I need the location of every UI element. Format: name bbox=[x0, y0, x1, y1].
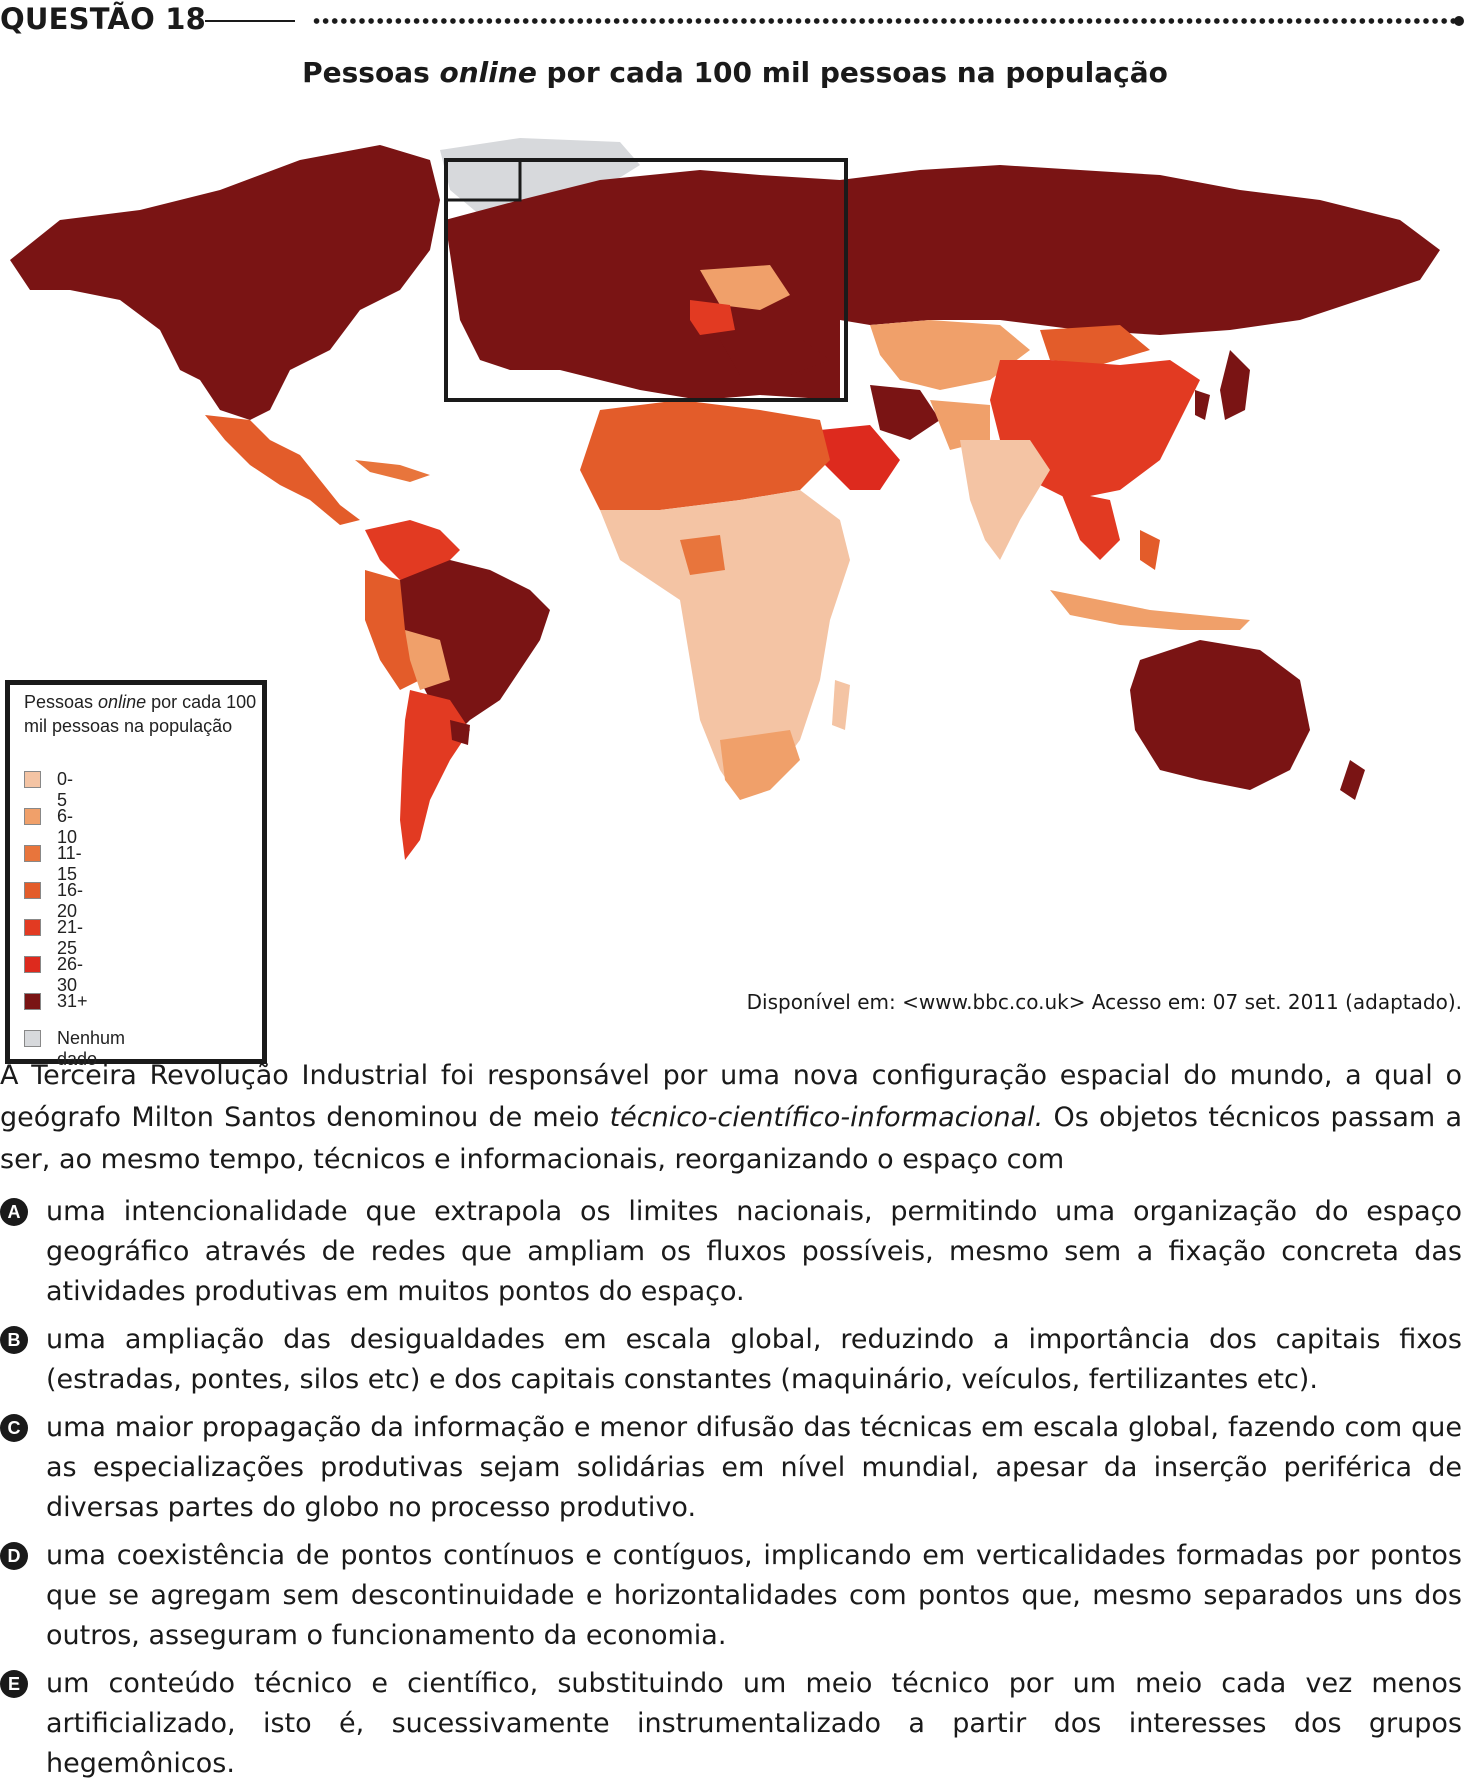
map-region-afghanistan-pakistan bbox=[930, 400, 990, 450]
map-region-argentina bbox=[400, 690, 470, 860]
map-region-korea bbox=[1195, 390, 1210, 420]
map-title: Pessoas online por cada 100 mil pessoas … bbox=[302, 56, 1168, 89]
legend-label: 26-30 bbox=[57, 954, 84, 995]
option-e-badge[interactable]: E bbox=[0, 1670, 28, 1698]
map-region-central-asia bbox=[870, 320, 1030, 390]
legend-label: 21-25 bbox=[57, 917, 84, 958]
map-region-brazil bbox=[395, 560, 550, 740]
map-region-nigeria bbox=[680, 535, 725, 575]
map-region-mongolia bbox=[1040, 325, 1150, 365]
header-end-dot bbox=[1454, 16, 1464, 26]
map-region-australia bbox=[1130, 640, 1310, 790]
map-region-caribbean bbox=[355, 460, 430, 482]
map-region-north-africa bbox=[580, 400, 830, 510]
map-region-madagascar bbox=[832, 680, 850, 730]
map-region-southeast-asia bbox=[1060, 490, 1120, 560]
map-region-romania bbox=[690, 300, 735, 335]
map-region-russia bbox=[840, 165, 1440, 335]
option-c-text: uma maior propagação da informação e men… bbox=[46, 1412, 1462, 1523]
legend-label: 0-5 bbox=[57, 769, 74, 810]
map-region-uruguay bbox=[450, 720, 470, 745]
map-source: Disponível em: <www.bbc.co.uk> Acesso em… bbox=[746, 990, 1462, 1014]
legend-swatch bbox=[24, 919, 41, 936]
option-d-text: uma coexistência de pontos contínuos e c… bbox=[46, 1540, 1462, 1651]
option-a-text: uma intencionalidade que extrapola os li… bbox=[46, 1196, 1462, 1307]
map-region-turkey bbox=[720, 338, 830, 375]
legend-swatch bbox=[24, 808, 41, 825]
option-d-badge[interactable]: D bbox=[0, 1542, 28, 1570]
legend-label: 6-10 bbox=[57, 806, 78, 847]
header-rule bbox=[205, 20, 295, 22]
map-region-iran bbox=[870, 385, 940, 440]
map-legend: Pessoas online por cada 100 mil pessoas … bbox=[5, 680, 267, 1069]
world-map-graphic bbox=[10, 138, 1440, 860]
option-b-badge[interactable]: B bbox=[0, 1326, 28, 1354]
map-region-philippines bbox=[1140, 530, 1160, 570]
map-region-sub-saharan-africa bbox=[600, 490, 850, 800]
legend-swatch bbox=[24, 845, 41, 862]
legend-swatch bbox=[24, 771, 41, 788]
legend-swatch bbox=[24, 882, 41, 899]
map-region-new-zealand bbox=[1340, 760, 1365, 800]
legend-label: 16-20 bbox=[57, 880, 84, 921]
legend-label: Nenhum dado bbox=[57, 1028, 126, 1069]
legend-swatch bbox=[24, 993, 41, 1010]
map-region-north-america bbox=[10, 145, 440, 420]
legend-label: 11-15 bbox=[57, 843, 82, 884]
map-region-mexico bbox=[205, 415, 360, 525]
map-region-ukraine bbox=[700, 265, 790, 310]
option-a-badge[interactable]: A bbox=[0, 1198, 28, 1226]
map-region-peru bbox=[365, 570, 420, 690]
legend-label: 31+ bbox=[57, 991, 88, 1011]
legend-title: Pessoas online por cada 100 mil pessoas … bbox=[24, 692, 257, 736]
europe-inset-box bbox=[444, 158, 848, 402]
header-dotted-line bbox=[312, 17, 1460, 25]
world-map: Pessoas online por cada 100 mil pessoas … bbox=[0, 120, 1470, 1069]
question-number: QUESTÃO 18 bbox=[0, 2, 206, 36]
map-region-japan bbox=[1220, 350, 1250, 420]
question-header: QUESTÃO 18 bbox=[0, 0, 1470, 40]
option-c-badge[interactable]: C bbox=[0, 1414, 28, 1442]
map-region-india bbox=[960, 440, 1050, 560]
option-e-text: um conteúdo técnico e científico, substi… bbox=[46, 1668, 1462, 1779]
question-stem: A Terceira Revolução Industrial foi resp… bbox=[0, 1060, 1462, 1175]
map-region-colombia-venezuela bbox=[365, 520, 460, 580]
map-region-saudi bbox=[820, 425, 900, 490]
legend-swatch bbox=[24, 1030, 41, 1047]
iceland-inset-box bbox=[444, 158, 522, 202]
map-region-indonesia bbox=[1050, 590, 1250, 630]
map-region-south-africa bbox=[720, 730, 800, 800]
option-b-text: uma ampliação das desigualdades em escal… bbox=[46, 1324, 1462, 1395]
legend-swatch bbox=[24, 956, 41, 973]
map-region-bolivia bbox=[405, 630, 450, 690]
